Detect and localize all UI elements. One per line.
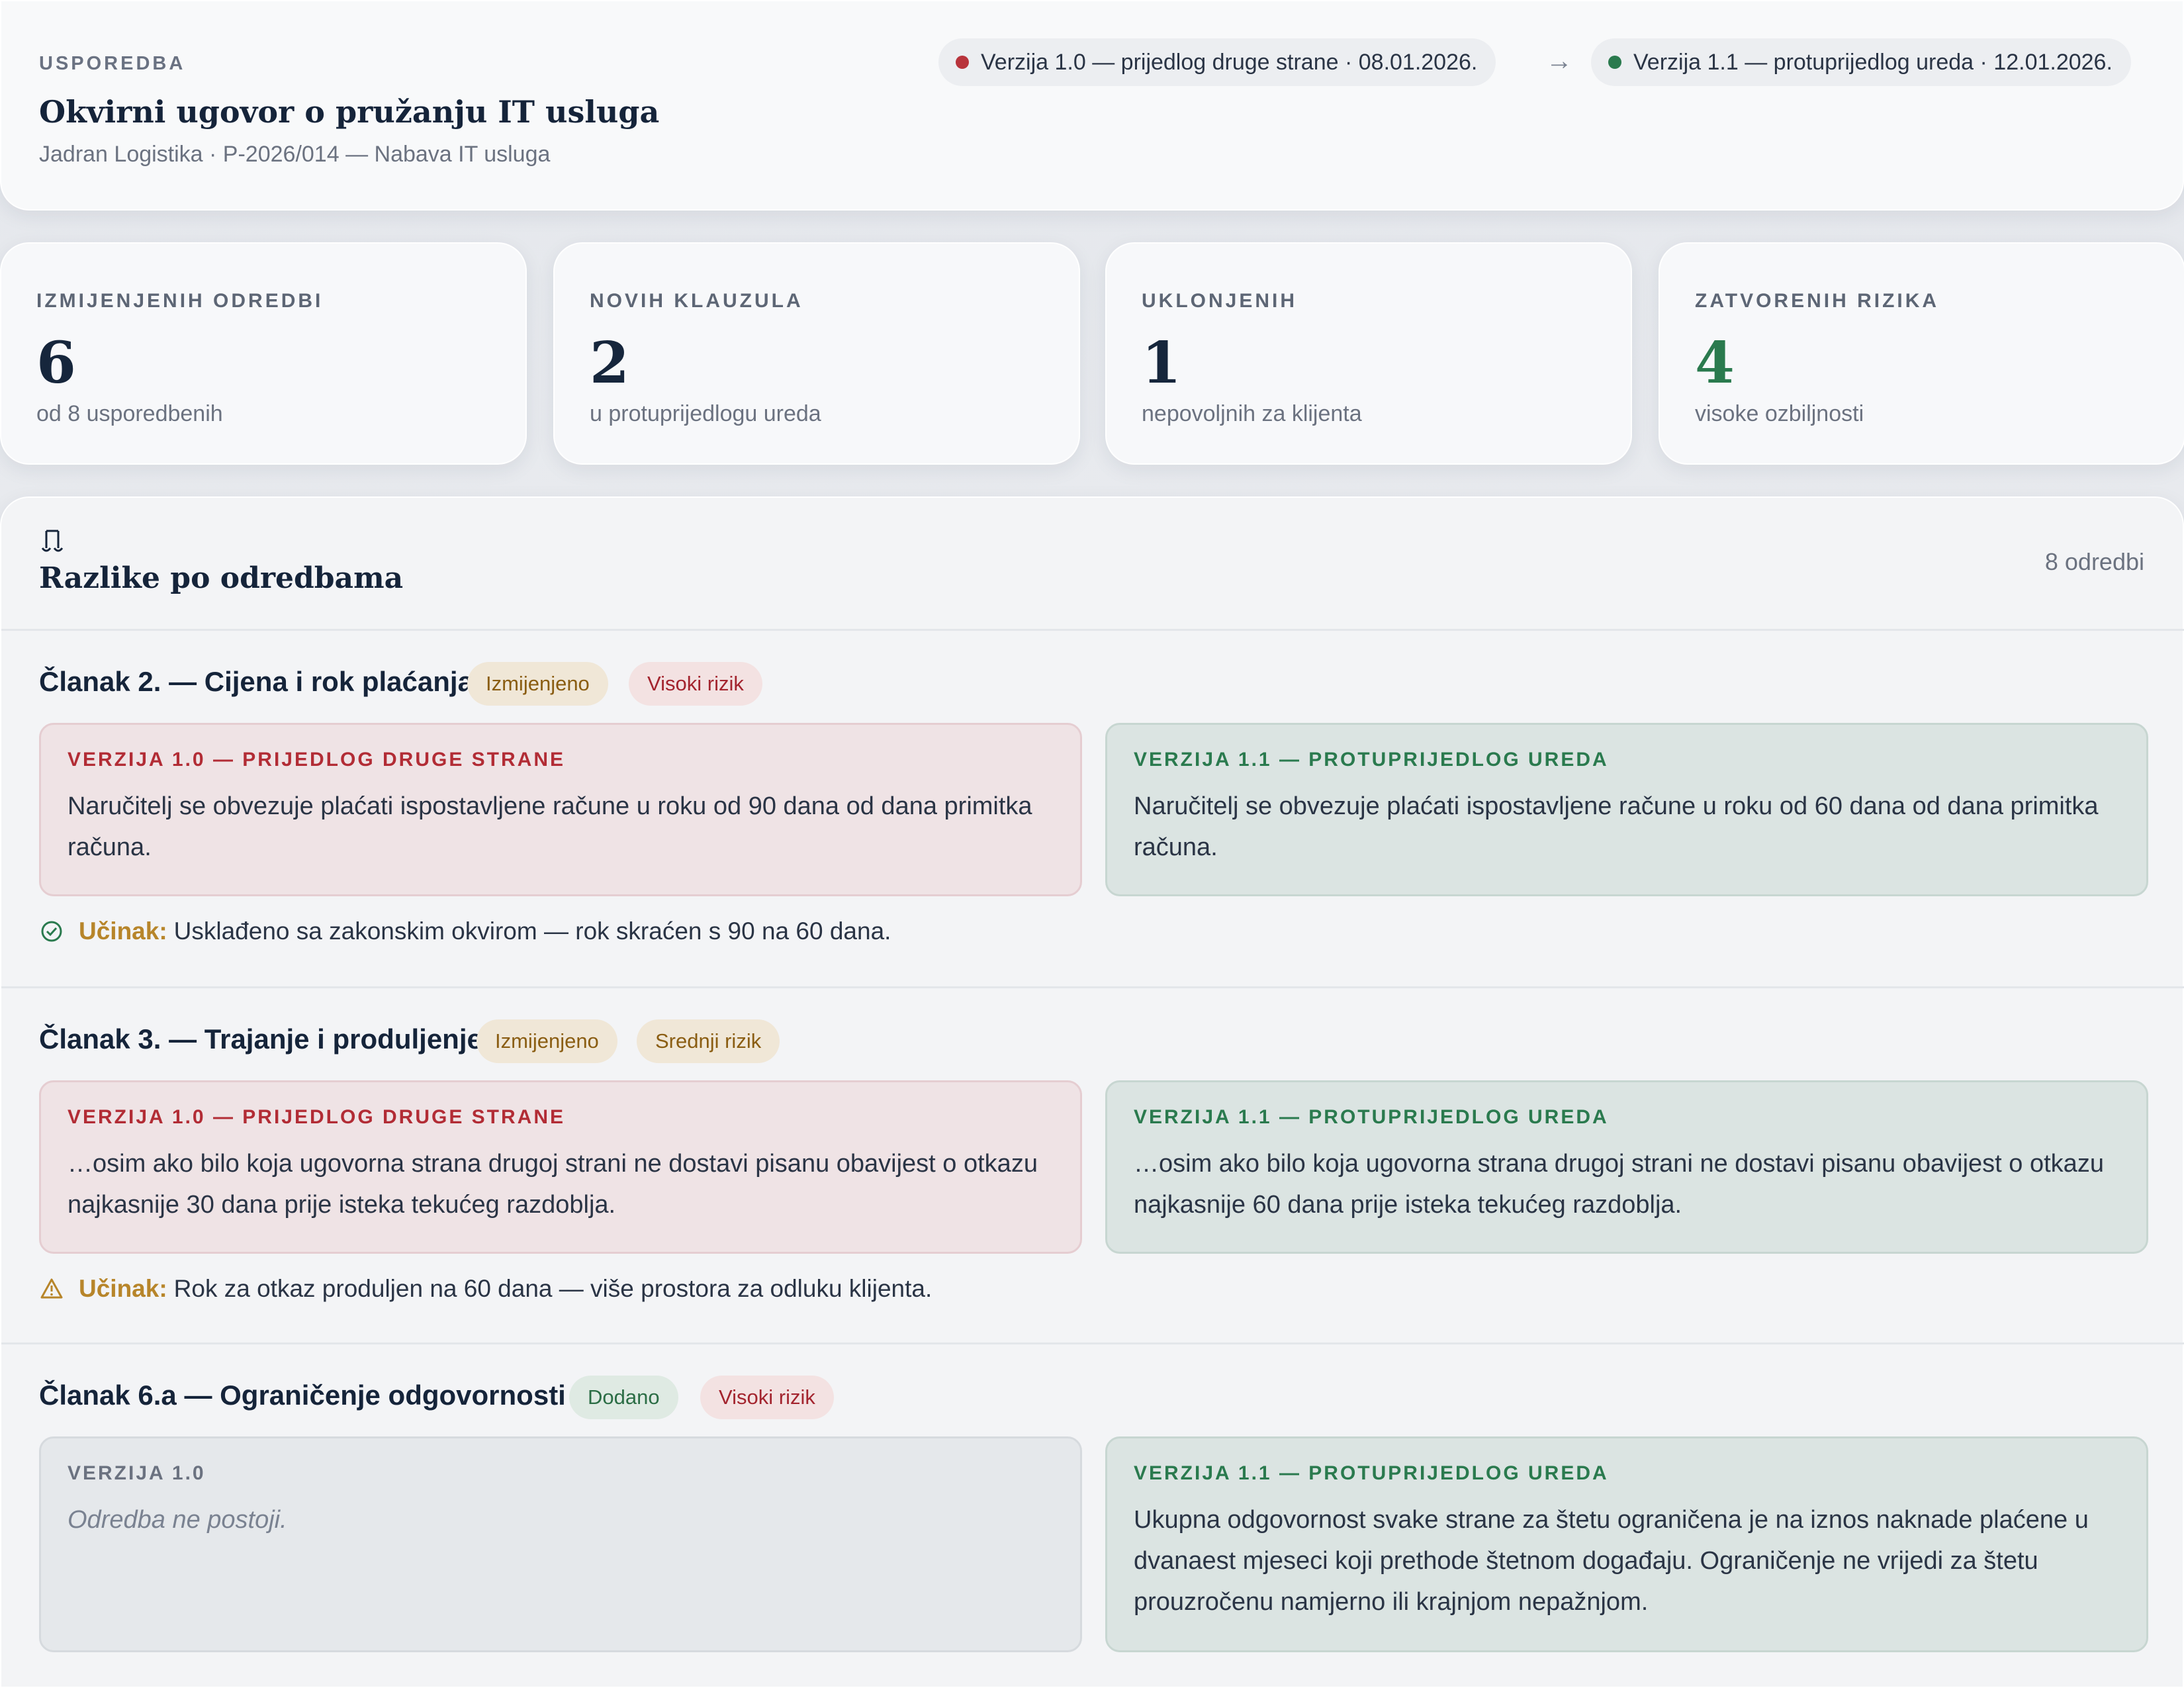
status-badge: Dodano: [569, 1376, 678, 1419]
stat-value: 1: [1142, 330, 1181, 397]
effect-label: Učinak:: [79, 917, 167, 945]
stat-card-changed: IZMIJENJENIH ODREDBI 6 od 8 usporedbenih: [0, 242, 527, 465]
arrow-right-icon: →: [1546, 46, 1572, 75]
header-eyebrow: USPOREDBA: [39, 53, 186, 74]
panel-text: Naručitelj se obvezuje plaćati ispostavl…: [68, 792, 1032, 861]
version-new-chip[interactable]: Verzija 1.1 — protuprijedlog ureda · 12.…: [1591, 38, 2131, 86]
status-badge: Izmijenjeno: [477, 1019, 617, 1063]
comparison-header: USPOREDBA Okvirni ugovor o pružanju IT u…: [0, 0, 2184, 211]
differences-panel: Razlike po odredbama 8 odredbi Članak 2.…: [0, 496, 2184, 1688]
stat-value: 4: [1695, 330, 1735, 397]
effect-text: Usklađeno sa zakonskim okvirom — rok skr…: [173, 917, 891, 945]
risk-badge: Srednji rizik: [637, 1019, 780, 1063]
old-version-panel: VERZIJA 1.0 — PRIJEDLOG DRUGE STRANE …os…: [39, 1080, 1082, 1254]
panel-text: Ukupna odgovornost svake strane za štetu…: [1134, 1506, 2089, 1616]
risk-badge: Visoki rizik: [700, 1376, 834, 1419]
stat-label: IZMIJENJENIH ODREDBI: [36, 290, 324, 312]
new-version-panel: VERZIJA 1.1 — PROTUPRIJEDLOG UREDA Naruč…: [1105, 723, 2148, 896]
stat-note: u protuprijedlogu ureda: [590, 401, 821, 426]
article-title: Članak 6.a — Ograničenje odgovornosti: [39, 1380, 566, 1411]
stat-label: NOVIH KLAUZULA: [590, 290, 803, 312]
divider: [1, 986, 2184, 988]
stat-note: visoke ozbiljnosti: [1695, 401, 1864, 426]
article-title: Članak 2. — Cijena i rok plaćanja: [39, 666, 473, 697]
stat-label: ZATVORENIH RIZIKA: [1695, 290, 1940, 312]
effect-text: Rok za otkaz produljen na 60 dana — više…: [173, 1275, 933, 1302]
stat-card-new: NOVIH KLAUZULA 2 u protuprijedlogu ureda: [553, 242, 1080, 465]
effect-note: Učinak: Rok za otkaz produljen na 60 dan…: [39, 1275, 932, 1303]
effect-label: Učinak:: [79, 1275, 167, 1302]
panel-heading: VERZIJA 1.1 — PROTUPRIJEDLOG UREDA: [1134, 1106, 1609, 1128]
stat-value: 6: [36, 330, 76, 397]
version-old-label: Verzija 1.0 — prijedlog druge strane · 0…: [981, 49, 1478, 75]
divider: [1, 629, 2184, 631]
panel-text: …osim ako bilo koja ugovorna strana drug…: [68, 1150, 1038, 1219]
version-new-label: Verzija 1.1 — protuprijedlog ureda · 12.…: [1633, 49, 2113, 75]
panel-text: Naručitelj se obvezuje plaćati ispostavl…: [1134, 792, 2099, 861]
warning-icon: [40, 1278, 63, 1299]
status-dot-icon: [1608, 56, 1621, 69]
page-title: Okvirni ugovor o pružanju IT usluga: [39, 94, 660, 130]
panel-heading: VERZIJA 1.0 — PRIJEDLOG DRUGE STRANE: [68, 749, 566, 771]
panel-heading: VERZIJA 1.0: [68, 1462, 206, 1484]
new-version-panel: VERZIJA 1.1 — PROTUPRIJEDLOG UREDA …osim…: [1105, 1080, 2148, 1254]
panel-text: …osim ako bilo koja ugovorna strana drug…: [1134, 1150, 2104, 1219]
risk-badge: Visoki rizik: [629, 662, 762, 706]
stat-label: UKLONJENIH: [1142, 290, 1298, 312]
old-version-panel: VERZIJA 1.0 Odredba ne postoji.: [39, 1436, 1082, 1652]
check-circle-icon: [41, 921, 62, 942]
new-version-panel: VERZIJA 1.1 — PROTUPRIJEDLOG UREDA Ukupn…: [1105, 1436, 2148, 1652]
stat-card-removed: UKLONJENIH 1 nepovoljnih za klijenta: [1105, 242, 1632, 465]
status-badge: Izmijenjeno: [467, 662, 608, 706]
panel-heading: VERZIJA 1.1 — PROTUPRIJEDLOG UREDA: [1134, 749, 1609, 771]
page-subtitle: Jadran Logistika · P-2026/014 — Nabava I…: [39, 142, 551, 167]
panel-heading: VERZIJA 1.1 — PROTUPRIJEDLOG UREDA: [1134, 1462, 1609, 1484]
section-count: 8 odredbi: [2044, 548, 2144, 575]
status-dot-icon: [956, 56, 969, 69]
section-title: Razlike po odredbama: [39, 561, 404, 595]
panel-text: Odredba ne postoji.: [68, 1506, 287, 1534]
effect-note: Učinak: Usklađeno sa zakonskim okvirom —…: [39, 917, 891, 945]
version-old-chip[interactable]: Verzija 1.0 — prijedlog druge strane · 0…: [938, 38, 1496, 86]
old-version-panel: VERZIJA 1.0 — PRIJEDLOG DRUGE STRANE Nar…: [39, 723, 1082, 896]
article-title: Članak 3. — Trajanje i produljenje: [39, 1023, 482, 1055]
scale-icon: [41, 530, 64, 552]
stat-note: nepovoljnih za klijenta: [1142, 401, 1362, 426]
panel-heading: VERZIJA 1.0 — PRIJEDLOG DRUGE STRANE: [68, 1106, 566, 1128]
stat-note: od 8 usporedbenih: [36, 401, 223, 426]
stat-value: 2: [590, 330, 629, 397]
stat-card-closed-risks: ZATVORENIH RIZIKA 4 visoke ozbiljnosti: [1659, 242, 2184, 465]
divider: [1, 1342, 2184, 1344]
